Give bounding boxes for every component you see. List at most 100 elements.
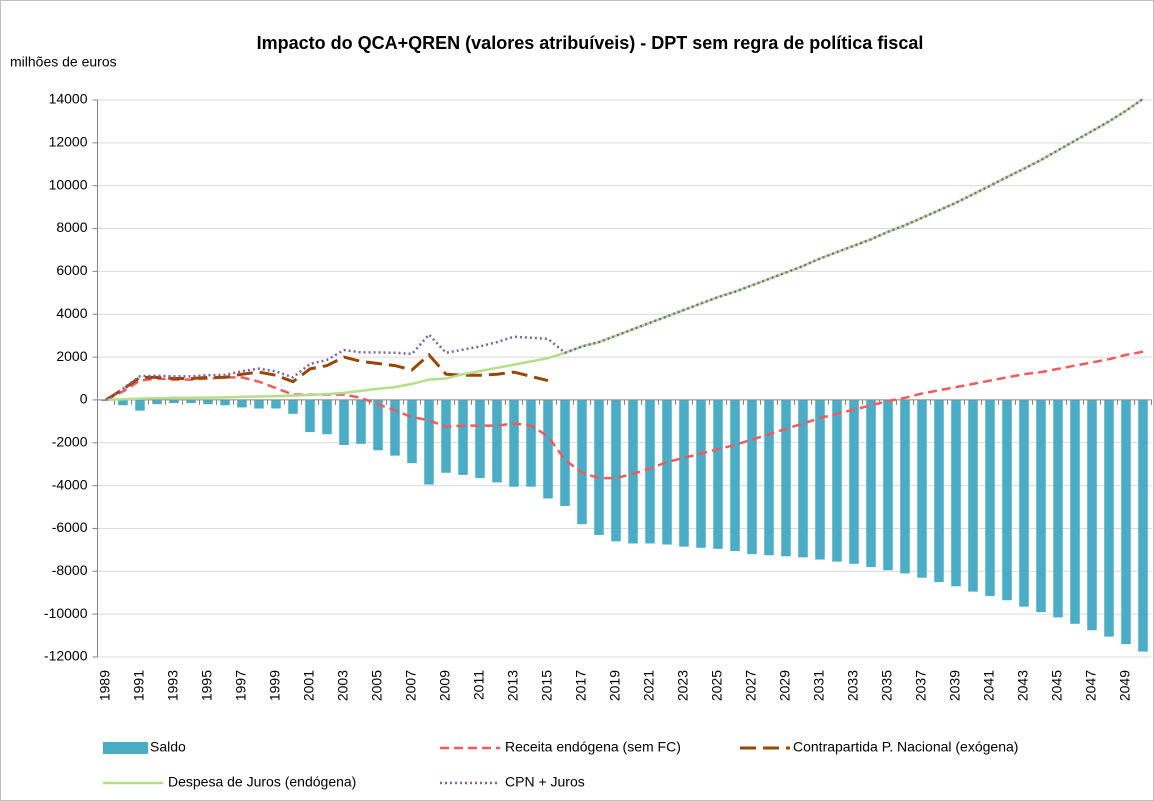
bar [747, 399, 757, 555]
bar [543, 399, 553, 499]
bar [220, 399, 230, 406]
bar [764, 399, 774, 556]
bar [696, 399, 706, 548]
x-tick-label: 2013 [505, 670, 521, 701]
line [105, 350, 1144, 480]
x-tick-label: 2043 [1015, 670, 1031, 701]
bar [390, 399, 400, 456]
y-tick-label: -2000 [52, 433, 88, 449]
legend-label: Despesa de Juros (endógena) [168, 774, 356, 790]
bar [645, 399, 655, 544]
y-tick-label: 10000 [49, 176, 88, 192]
bar [424, 399, 434, 485]
x-tick-label: 1999 [267, 670, 283, 701]
x-tick-label: 2019 [607, 670, 623, 701]
bar [679, 399, 689, 547]
bar [407, 399, 417, 464]
x-tick-label: 2023 [675, 670, 691, 701]
x-tick-label: 2031 [811, 670, 827, 701]
legend-swatch [103, 742, 148, 754]
x-tick-label: 2041 [981, 670, 997, 701]
x-tick-label: 2001 [301, 670, 317, 701]
bar [832, 399, 842, 562]
bar [866, 399, 876, 568]
x-tick-label: 2005 [369, 670, 385, 701]
bar [339, 399, 349, 445]
bar [985, 399, 995, 596]
bar [883, 399, 893, 571]
bar [203, 399, 213, 405]
bar [373, 399, 383, 451]
x-tick-label: 2021 [641, 670, 657, 701]
x-tick-label: 2025 [709, 670, 725, 701]
x-tick-label: 1997 [233, 670, 249, 701]
bar [441, 399, 451, 473]
x-tick-label: 2017 [573, 670, 589, 701]
bar [798, 399, 808, 558]
bar [152, 399, 162, 405]
bar [713, 399, 723, 549]
bar [475, 399, 485, 479]
bar [271, 399, 281, 409]
bar [1121, 399, 1131, 645]
x-tick-label: 1993 [165, 670, 181, 701]
bar [594, 399, 604, 535]
bar [1138, 399, 1148, 652]
legend-label: Receita endógena (sem FC) [505, 739, 681, 755]
x-tick-label: 2015 [539, 670, 555, 701]
y-tick-label: -8000 [52, 562, 88, 578]
x-tick-label: 2009 [437, 670, 453, 701]
bar [577, 399, 587, 525]
y-axis-label: milhões de euros [10, 54, 117, 70]
y-tick-label: 4000 [56, 305, 87, 321]
bar [917, 399, 927, 578]
x-tick-label: 1989 [97, 670, 113, 701]
bar [1070, 399, 1080, 624]
bar [1104, 399, 1114, 637]
legend-label: Contrapartida P. Nacional (exógena) [793, 739, 1018, 755]
x-tick-label: 2003 [335, 670, 351, 701]
x-tick-label: 2029 [777, 670, 793, 701]
bar [1002, 399, 1012, 601]
bar [951, 399, 961, 587]
bar [815, 399, 825, 560]
y-tick-label: -4000 [52, 476, 88, 492]
y-tick-label: -6000 [52, 519, 88, 535]
x-tick-label: 2011 [471, 670, 487, 700]
x-tick-label: 2027 [743, 670, 759, 701]
bar [730, 399, 740, 551]
x-tick-label: 2035 [879, 670, 895, 701]
y-tick-label: 0 [80, 391, 88, 407]
x-tick-label: 2037 [913, 670, 929, 701]
bar [101, 399, 111, 401]
bar [322, 399, 332, 435]
legend-label: CPN + Juros [505, 774, 585, 790]
bar [781, 399, 791, 557]
x-tick-label: 2033 [845, 670, 861, 701]
legend-label: Saldo [150, 739, 186, 755]
x-tick-label: 1995 [199, 670, 215, 701]
bar [288, 399, 298, 414]
x-tick-label: 2047 [1083, 670, 1099, 701]
x-tick-label: 2045 [1049, 670, 1065, 701]
bar [254, 399, 264, 409]
bar [1053, 399, 1063, 618]
x-tick-label: 2049 [1117, 670, 1133, 701]
line [105, 352, 549, 402]
bar [169, 399, 179, 404]
y-tick-label: 8000 [56, 219, 87, 235]
y-tick-label: 6000 [56, 262, 87, 278]
x-tick-label: 2039 [947, 670, 963, 701]
x-tick-label: 1991 [131, 670, 147, 701]
bar [135, 399, 145, 411]
bar [526, 399, 536, 487]
bar [662, 399, 672, 545]
bar [611, 399, 621, 542]
y-tick-label: 12000 [49, 134, 88, 150]
bar [1019, 399, 1029, 607]
bar [560, 399, 570, 506]
bar [305, 399, 315, 433]
bar [968, 399, 978, 592]
bar [849, 399, 859, 564]
